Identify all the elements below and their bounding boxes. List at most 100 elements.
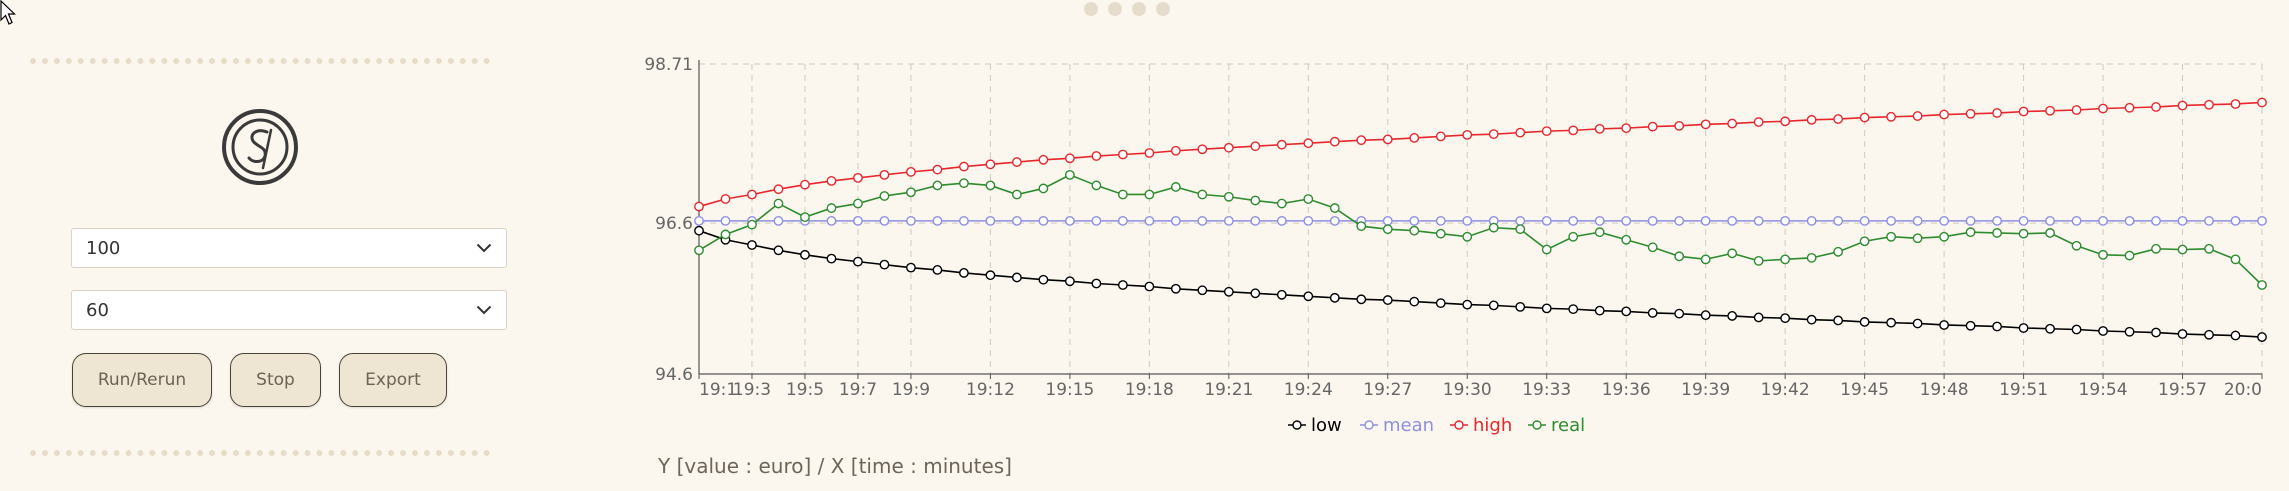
data-point-real — [2177, 244, 2188, 255]
data-point-low — [2124, 326, 2135, 337]
x-tick-label: 19:57 — [2158, 380, 2207, 400]
data-point-high — [1541, 126, 1552, 137]
data-point-real — [1117, 189, 1128, 200]
data-point-low — [1064, 276, 1075, 287]
data-point-high — [1727, 118, 1738, 129]
data-point-real — [959, 178, 969, 189]
data-point-high — [1488, 129, 1499, 140]
data-point-high — [2204, 99, 2214, 110]
data-point-mean — [2230, 215, 2241, 226]
data-point-low — [1541, 303, 1552, 314]
data-point-low — [1276, 289, 1287, 300]
data-point-mean — [2098, 215, 2108, 226]
data-point-mean — [1091, 215, 1102, 226]
x-tick-label: 19:15 — [1045, 380, 1094, 400]
run-rerun-button[interactable]: Run/Rerun — [72, 353, 212, 407]
data-point-real — [1992, 228, 2002, 238]
data-point-mean — [773, 215, 784, 226]
data-point-low — [1912, 318, 1923, 329]
data-point-mean — [2071, 215, 2082, 226]
data-point-real — [1727, 248, 1738, 259]
data-point-high — [1356, 135, 1367, 146]
data-point-mean — [932, 215, 943, 226]
data-point-low — [1568, 304, 1579, 315]
export-button[interactable]: Export — [339, 353, 447, 407]
data-point-real — [1356, 221, 1367, 232]
data-point-high — [2257, 97, 2267, 108]
data-point-low — [1939, 320, 1950, 330]
data-point-mean — [1223, 215, 1234, 226]
data-point-mean — [1435, 215, 1446, 226]
data-point-high — [1833, 114, 1844, 124]
data-point-mean — [1038, 215, 1049, 226]
data-point-mean — [1462, 215, 1473, 226]
data-point-high — [2124, 102, 2135, 113]
data-point-low — [959, 268, 969, 278]
data-point-low — [2177, 329, 2188, 339]
data-point-high — [826, 176, 837, 186]
data-point-real — [1250, 195, 1261, 206]
x-tick-label: 19:27 — [1363, 380, 1412, 400]
data-point-high — [1674, 120, 1685, 131]
data-point-low — [1488, 300, 1499, 311]
data-point-real — [2230, 254, 2241, 265]
data-point-high — [2151, 102, 2161, 112]
stop-button[interactable]: Stop — [230, 353, 321, 407]
data-point-low — [1382, 295, 1393, 305]
data-point-mean — [1117, 215, 1128, 226]
data-point-real — [1594, 227, 1605, 238]
data-point-real — [1912, 233, 1923, 244]
data-point-high — [1223, 142, 1234, 153]
data-point-high — [1700, 119, 1711, 130]
data-point-mean — [906, 215, 916, 226]
x-tick-label: 19:21 — [1204, 380, 1253, 400]
data-point-real — [906, 187, 916, 198]
data-point-high — [1753, 117, 1764, 127]
data-point-mean — [1382, 215, 1393, 226]
data-point-high — [800, 179, 810, 190]
select-1[interactable]: 100 — [71, 228, 507, 268]
data-point-low — [1409, 296, 1420, 307]
data-point-high — [2177, 100, 2188, 111]
x-tick-label: 19:9 — [892, 380, 930, 400]
data-point-real — [1170, 182, 1181, 192]
x-tick-label: 19:24 — [1284, 380, 1333, 400]
x-tick-label: 19:42 — [1761, 380, 1810, 400]
drag-handle-dots[interactable] — [1084, 2, 1170, 16]
data-point-high — [959, 161, 969, 172]
select-2[interactable]: 60 — [71, 290, 507, 330]
data-point-low — [1462, 299, 1473, 310]
data-point-low — [1859, 317, 1870, 327]
legend-swatch-point-low — [1292, 420, 1302, 430]
legend-label-high: high — [1473, 415, 1512, 436]
data-point-mean — [1011, 215, 1022, 226]
data-point-real — [1541, 244, 1552, 255]
legend-label-real: real — [1551, 415, 1585, 436]
legend-swatch-point-real — [1532, 420, 1542, 430]
data-point-mean — [1329, 215, 1340, 226]
data-point-low — [826, 253, 837, 264]
data-point-low — [1727, 311, 1738, 321]
data-point-low — [879, 259, 890, 270]
data-point-high — [1965, 108, 1976, 119]
data-point-mean — [2018, 215, 2029, 226]
data-point-low — [1700, 310, 1711, 321]
data-point-low — [1117, 280, 1128, 290]
data-point-real — [1435, 228, 1446, 239]
data-point-low — [2230, 330, 2241, 341]
data-point-mean — [1727, 215, 1738, 226]
data-point-low — [1038, 274, 1049, 285]
data-point-high — [694, 201, 704, 212]
data-point-mean — [1965, 215, 1976, 226]
data-point-mean — [1780, 215, 1791, 226]
data-point-mean — [1303, 215, 1314, 226]
data-point-high — [720, 194, 731, 204]
data-point-high — [773, 184, 784, 195]
data-point-real — [1488, 222, 1499, 233]
data-point-mean — [720, 215, 731, 226]
data-point-mean — [1250, 215, 1261, 226]
data-point-low — [2018, 323, 2029, 333]
data-point-real — [720, 229, 731, 240]
dot — [1156, 2, 1170, 16]
data-point-low — [800, 249, 810, 260]
